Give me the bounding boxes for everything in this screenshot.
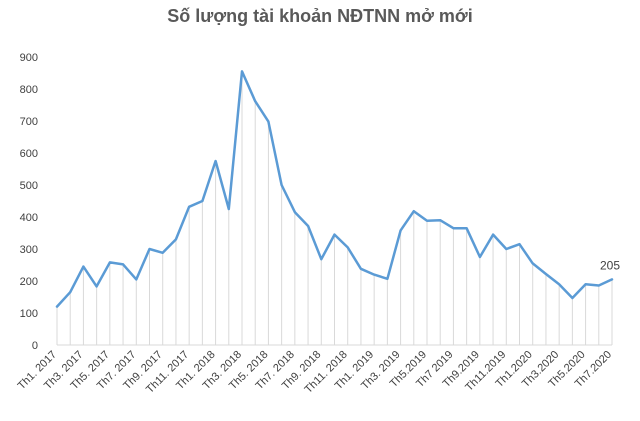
series-line <box>55 70 614 308</box>
y-tick-label: 900 <box>20 52 38 64</box>
y-tick-label: 800 <box>20 84 38 96</box>
y-tick-label: 0 <box>32 340 38 352</box>
data-label: 205 <box>600 258 620 272</box>
y-tick-label: 700 <box>20 116 38 128</box>
y-tick-label: 600 <box>20 148 38 160</box>
y-tick-label: 100 <box>20 308 38 320</box>
y-tick-label: 500 <box>20 180 38 192</box>
chart-title: Số lượng tài khoản NĐTNN mở mới <box>167 6 473 26</box>
y-tick-label: 300 <box>20 244 38 256</box>
y-tick-label: 400 <box>20 212 38 224</box>
y-tick-label: 200 <box>20 276 38 288</box>
